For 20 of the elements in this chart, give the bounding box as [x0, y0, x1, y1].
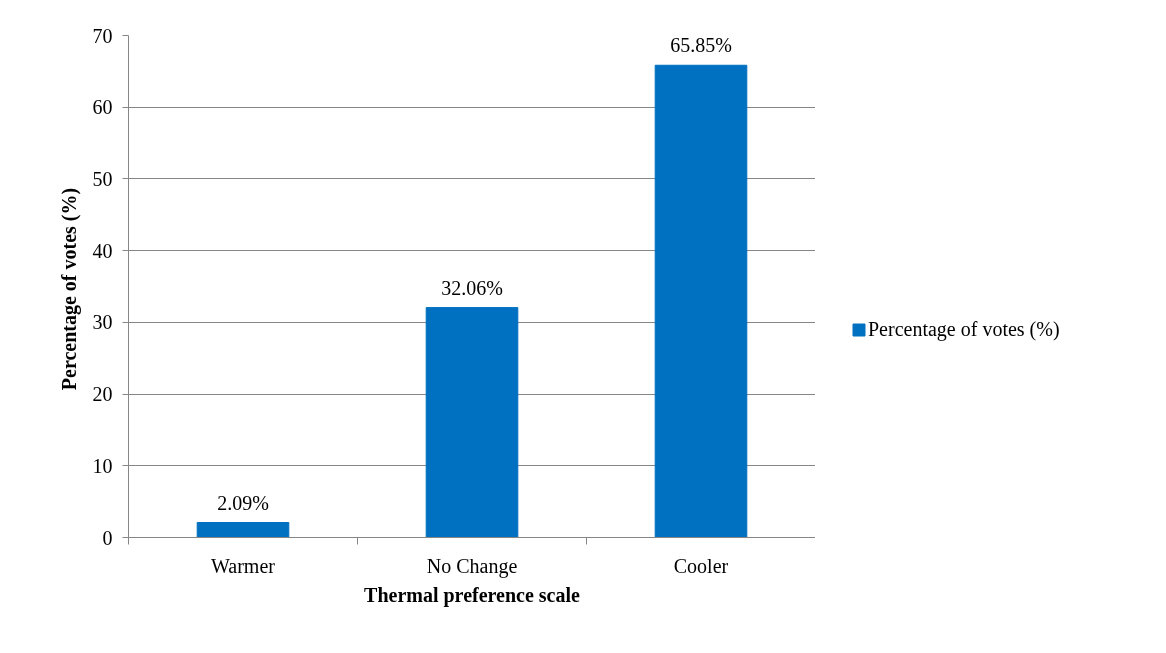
data-label: 2.09% — [217, 491, 269, 514]
x-tick-label: Cooler — [673, 554, 729, 577]
x-tick-label: No Change — [426, 554, 518, 578]
y-tick-label: 0 — [102, 526, 113, 549]
x-axis-title: Thermal preference scale — [364, 583, 581, 607]
y-tick-label: 70 — [92, 24, 113, 47]
data-label: 65.85% — [670, 34, 732, 57]
legend-label: Percentage of votes (%) — [868, 318, 1060, 341]
x-tick-label: Warmer — [211, 554, 276, 577]
y-tick-label: 60 — [92, 96, 113, 119]
y-tick-label: 10 — [92, 454, 113, 477]
y-tick-label: 40 — [92, 239, 113, 262]
bar — [654, 64, 748, 538]
data-label: 32.06% — [441, 276, 503, 299]
y-axis-title: Percentage of votes (%) — [57, 187, 81, 391]
bar — [425, 307, 519, 538]
y-tick-label: 30 — [92, 311, 113, 334]
y-tick-label: 50 — [92, 167, 113, 190]
bar — [196, 522, 290, 538]
y-tick-label: 20 — [92, 383, 113, 406]
